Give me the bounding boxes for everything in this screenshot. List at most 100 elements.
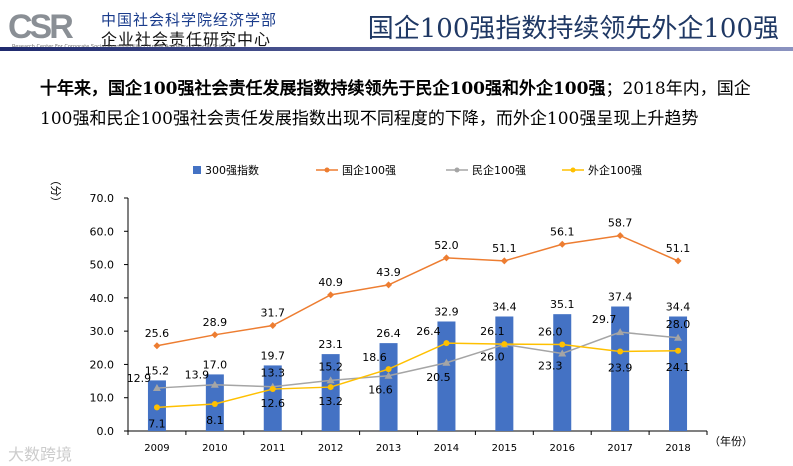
- line-1: [156, 234, 679, 347]
- point-value-label: 8.1: [206, 414, 224, 427]
- circle-marker: [327, 384, 334, 391]
- triangle-marker: [616, 328, 625, 336]
- bar-value-label: 34.4: [492, 300, 517, 313]
- diamond-marker: [558, 240, 566, 248]
- diamond-marker: [269, 321, 277, 329]
- circle-marker: [501, 341, 508, 348]
- legend-swatch: [193, 166, 201, 174]
- line-2: [156, 331, 679, 389]
- subtitle-bold: 十年来，国企100强社会责任发展指数持续领先于民企100强和外企100强: [40, 79, 606, 99]
- triangle-marker: [384, 371, 393, 379]
- circle-marker: [559, 341, 566, 348]
- point-value-label: 26.4: [416, 325, 441, 338]
- bar-value-label: 23.1: [318, 338, 343, 351]
- point-value-label: 25.6: [145, 327, 170, 340]
- logo-csr: CSR: [8, 8, 74, 46]
- y-tick-label: 50.0: [90, 259, 115, 272]
- point-value-label: 13.2: [318, 395, 343, 408]
- point-value-label: 13.3: [261, 367, 286, 380]
- y-tick-label: 60.0: [90, 225, 115, 238]
- x-tick-label: 2017: [607, 443, 632, 454]
- y-tick-label: 0.0: [97, 425, 115, 438]
- point-value-label: 18.6: [362, 351, 387, 364]
- x-tick-label: 2011: [260, 443, 285, 454]
- point-value-label: 40.9: [318, 276, 343, 289]
- circle-marker: [153, 404, 160, 411]
- circle-marker: [443, 340, 450, 347]
- point-value-label: 12.6: [261, 397, 286, 410]
- legend-marker: [570, 167, 576, 173]
- circle-marker: [269, 386, 276, 393]
- bar-value-label: 32.9: [434, 305, 459, 318]
- diamond-marker: [211, 331, 219, 339]
- diamond-marker: [674, 257, 682, 265]
- x-tick-label: 2014: [434, 443, 459, 454]
- diamond-marker: [327, 291, 335, 299]
- bar-300: [437, 321, 456, 431]
- x-axis-label: （年份）: [709, 434, 753, 448]
- x-tick-label: 2012: [318, 443, 343, 454]
- triangle-marker: [152, 384, 161, 392]
- point-value-label: 28.0: [666, 318, 691, 331]
- slide-subtitle: 十年来，国企100强社会责任发展指数持续领先于民企100强和外企100强；201…: [40, 74, 780, 134]
- triangle-marker: [558, 349, 567, 357]
- subtitle-normal: ；2018年内，国企100强和民企100强社会责任发展指数出现不同程度的下降，而…: [40, 79, 751, 129]
- point-value-label: 20.5: [426, 371, 451, 384]
- diamond-marker: [385, 281, 393, 289]
- point-value-label: 26.1: [480, 325, 505, 338]
- legend-label: 300强指数: [205, 163, 259, 177]
- bar-value-label: 37.4: [608, 291, 633, 304]
- point-value-label: 7.1: [148, 417, 166, 430]
- x-tick-label: 2009: [144, 443, 169, 454]
- y-tick-label: 30.0: [90, 325, 115, 338]
- legend-label: 民企100强: [472, 163, 526, 177]
- diamond-marker: [153, 342, 161, 350]
- bar-value-label: 35.1: [550, 298, 575, 311]
- bar-300: [379, 343, 398, 431]
- bar-value-label: 34.4: [666, 300, 691, 313]
- bar-300: [611, 306, 630, 431]
- point-value-label: 43.9: [376, 266, 401, 279]
- point-value-label: 23.3: [538, 359, 563, 372]
- point-value-label: 28.9: [203, 316, 228, 329]
- y-tick-label: 10.0: [90, 392, 115, 405]
- point-value-label: 56.1: [550, 225, 575, 238]
- x-tick-label: 2013: [376, 443, 401, 454]
- x-tick-label: 2010: [202, 443, 227, 454]
- point-value-label: 24.1: [666, 361, 691, 374]
- bar-value-label: 19.7: [261, 349, 286, 362]
- legend-label: 外企100强: [588, 163, 642, 177]
- point-value-label: 13.9: [185, 369, 210, 382]
- x-tick-label: 2015: [492, 443, 517, 454]
- point-value-label: 26.0: [538, 325, 563, 338]
- legend-label: 国企100强: [342, 163, 396, 177]
- watermark: 大数跨境: [8, 445, 73, 464]
- bar-value-label: 15.2: [145, 364, 170, 377]
- point-value-label: 16.6: [368, 384, 393, 397]
- diamond-marker: [442, 254, 450, 262]
- circle-marker: [617, 348, 624, 355]
- logo-center-name: 企业社会责任研究中心: [101, 30, 272, 49]
- y-tick-label: 20.0: [90, 358, 115, 371]
- triangle-marker: [674, 333, 683, 341]
- point-value-label: 29.7: [592, 313, 617, 326]
- y-tick-label: 70.0: [90, 192, 115, 205]
- circle-marker: [211, 401, 218, 408]
- logo-org-name: 中国社会科学院经济学部: [101, 11, 278, 29]
- triangle-marker: [210, 380, 219, 388]
- point-value-label: 26.0: [480, 350, 505, 363]
- point-value-label: 15.2: [318, 360, 343, 373]
- x-tick-label: 2018: [665, 443, 690, 454]
- circle-marker: [675, 347, 682, 354]
- bar-value-label: 26.4: [376, 327, 401, 340]
- diamond-marker: [616, 232, 624, 240]
- x-tick-label: 2016: [550, 443, 575, 454]
- point-value-label: 52.0: [434, 239, 459, 252]
- circle-marker: [385, 366, 392, 373]
- point-value-label: 51.1: [666, 242, 691, 255]
- title-divider: [0, 47, 793, 51]
- slide-title: 国企100强指数持续领先外企100强: [367, 14, 779, 44]
- legend-marker: [324, 167, 330, 173]
- bar-300: [263, 365, 282, 431]
